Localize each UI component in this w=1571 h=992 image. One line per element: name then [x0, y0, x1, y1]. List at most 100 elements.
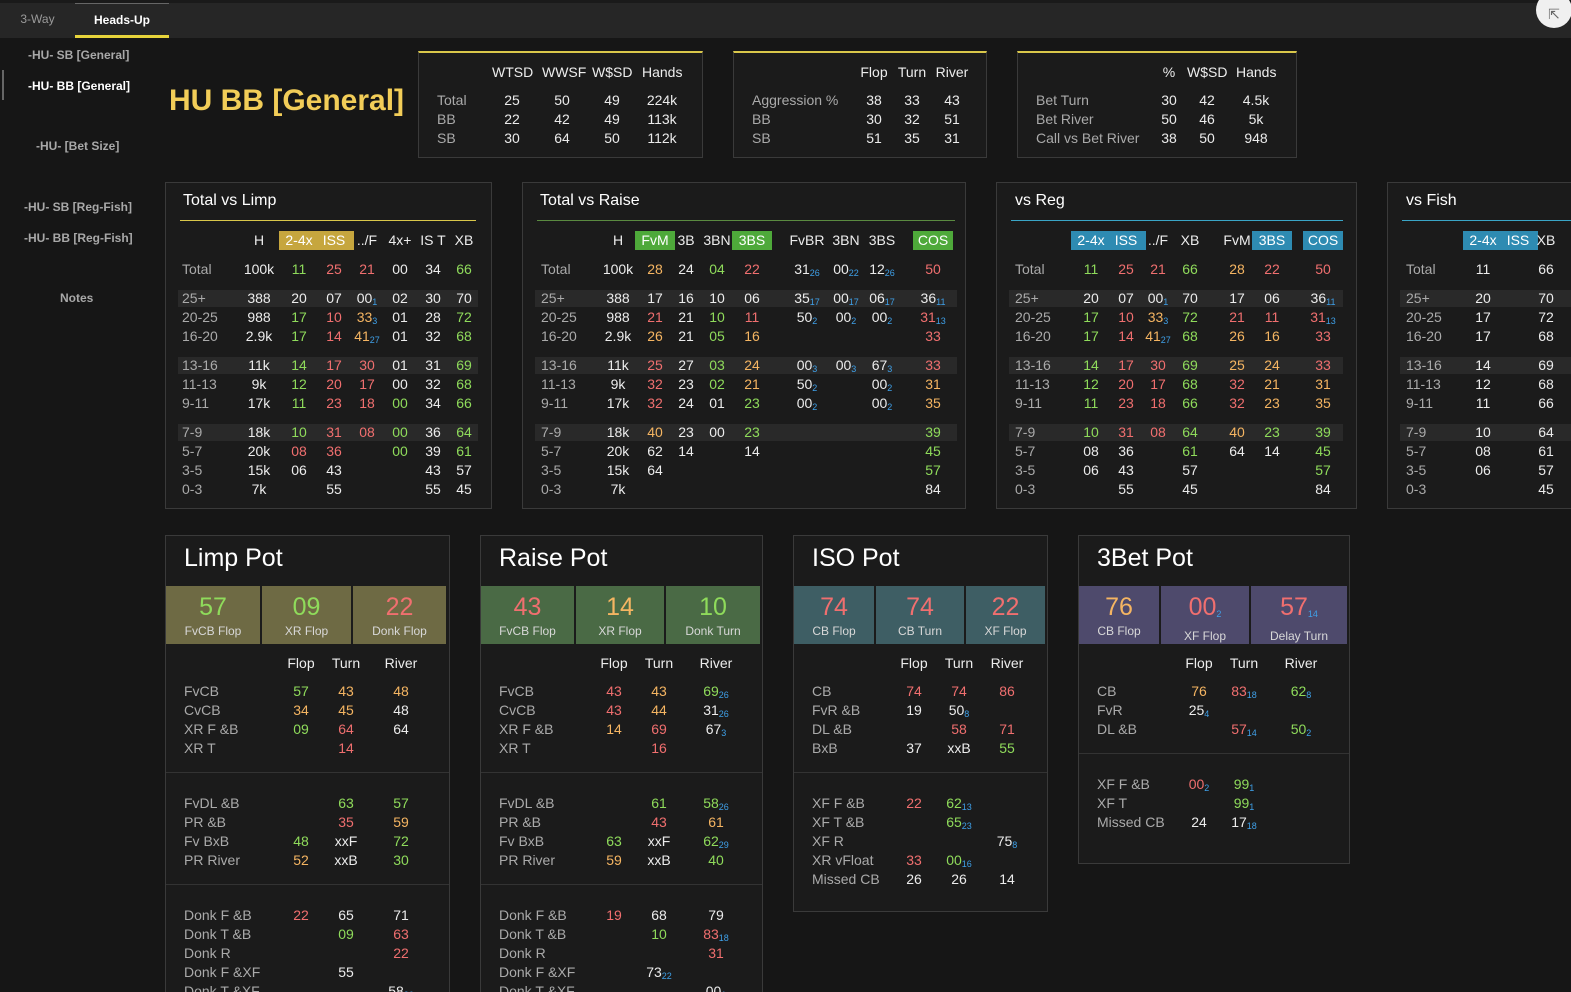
external-link-icon[interactable]: ⇱: [1536, 0, 1571, 28]
stat-value: 10: [291, 424, 307, 440]
column-header: 3BS: [732, 231, 772, 250]
stat-value: 35: [925, 395, 941, 411]
column-header: W$SD: [592, 64, 633, 80]
tab-3-way[interactable]: 3-Way: [20, 12, 55, 26]
stat-value: 502: [796, 309, 818, 326]
vs-fish-panel: vs Fish 2-4x ISS XB Total 11 66 25+ 20 70 20-25 17 7…: [1387, 182, 1571, 509]
stack-label: 13-16: [1015, 357, 1051, 373]
column-header: Flop: [1185, 655, 1213, 671]
panel-title-underline: [180, 220, 476, 221]
stat-value: 04: [709, 261, 725, 277]
stat-value: 33: [925, 357, 941, 373]
sidebar-item-hu-bb-general[interactable]: -HU- BB [General]: [28, 79, 131, 93]
stat-value: 673: [871, 357, 893, 374]
stat-value: 758: [996, 833, 1018, 850]
column-header: FvBR: [789, 232, 825, 248]
sidebar-item-hu-sb-general[interactable]: -HU- SB [General]: [28, 48, 130, 62]
stat-value: 32: [647, 395, 663, 411]
tile-caption: CB Flop: [1097, 624, 1141, 638]
sidebar-item-notes[interactable]: Notes: [60, 291, 94, 305]
tile-value: 002: [1188, 593, 1222, 621]
row-label: Missed CB: [812, 871, 880, 887]
stat-value: 68: [456, 328, 472, 344]
stat-value: 69: [456, 357, 472, 373]
stat-value: 30: [359, 357, 375, 373]
stat-value: 25: [326, 261, 342, 277]
row-label: PR River: [499, 852, 556, 868]
row-label: XF F &B: [812, 795, 865, 811]
stat-value: 11k: [607, 357, 629, 373]
stat-value: 00: [392, 443, 408, 459]
stat-value: 08: [1475, 443, 1491, 459]
group-divider: [166, 884, 449, 885]
stat-value: 21: [744, 376, 760, 392]
row-label: Bet River: [1036, 111, 1094, 127]
stat-value: 22: [393, 945, 409, 961]
column-header: FvM: [635, 231, 675, 250]
stat-value: 17: [291, 309, 307, 325]
stat-value: 64: [554, 130, 570, 146]
stat-value: 06: [1264, 290, 1280, 306]
stat-value: 40: [647, 424, 663, 440]
stack-label: 16-20: [1015, 328, 1051, 344]
stack-label: 25+: [1015, 290, 1039, 306]
stack-label: Total: [1015, 261, 1045, 277]
stat-value: 25: [1118, 261, 1134, 277]
stat-value: 01: [392, 309, 408, 325]
stat-value: 51: [944, 111, 960, 127]
panel-title-underline: [1402, 220, 1571, 221]
stat-value: 17: [291, 328, 307, 344]
stat-value: 43: [651, 814, 667, 830]
tile-value: 22: [385, 593, 414, 621]
stack-label: 20-25: [1406, 309, 1442, 325]
stat-value: 3611: [920, 290, 946, 307]
stat-value: 113k: [647, 111, 677, 127]
stat-tile: 09 XR Flop: [262, 586, 351, 644]
stat-value: 03: [709, 357, 725, 373]
stat-value: 45: [925, 443, 941, 459]
stat-value: 20k: [606, 443, 630, 459]
stat-value: 502: [796, 376, 818, 393]
column-header: River: [1284, 655, 1318, 671]
stat-value: 48: [393, 702, 409, 718]
stat-value: 5714: [1231, 721, 1257, 738]
stat-value: 4127: [1145, 328, 1171, 345]
stat-value: 17: [1150, 376, 1166, 392]
tab-heads-up[interactable]: Heads-Up: [75, 3, 169, 38]
sidebar-item-hu-sb-reg-fish[interactable]: -HU- SB [Reg-Fish]: [24, 200, 132, 214]
stat-value: 23: [744, 424, 760, 440]
stat-value: 333: [356, 309, 378, 326]
row-label: FvDL &B: [184, 795, 240, 811]
row-label: Donk R: [184, 945, 231, 961]
sidebar-item-hu-bet-size[interactable]: -HU- [Bet Size]: [36, 139, 120, 153]
stat-value: 57: [456, 462, 472, 478]
stat-value: 508: [948, 702, 970, 719]
stat-value: 68: [651, 907, 667, 923]
group-divider: [1079, 753, 1349, 754]
stat-tile: 002 XF Flop: [1161, 586, 1249, 644]
column-header: 2-4x: [279, 231, 319, 250]
stat-value: 59: [606, 852, 622, 868]
stat-value: 24: [678, 261, 694, 277]
stat-value: 55: [1118, 481, 1134, 497]
column-header: IS T: [420, 232, 446, 248]
stat-value: 002: [871, 395, 893, 412]
tile-value: 74: [906, 593, 934, 621]
stat-value: 74: [906, 683, 922, 699]
tile-caption: CB Flop: [812, 624, 856, 638]
stat-value: 7322: [646, 964, 672, 981]
stat-value: 25: [1229, 357, 1245, 373]
stat-value: 66: [456, 395, 472, 411]
stat-value: 45: [338, 702, 354, 718]
stat-value: 71: [999, 721, 1015, 737]
sidebar-item-hu-bb-reg-fish[interactable]: -HU- BB [Reg-Fish]: [24, 231, 133, 245]
column-header: H: [253, 232, 265, 248]
stat-value: 12: [291, 376, 307, 392]
stat-value: 10: [709, 290, 725, 306]
stat-value: 68: [456, 376, 472, 392]
stat-value: 55: [999, 740, 1015, 756]
stat-value: 20: [1118, 376, 1134, 392]
stat-value: 25: [647, 357, 663, 373]
stat-value: 991: [1233, 795, 1255, 812]
stat-value: 45: [456, 481, 472, 497]
